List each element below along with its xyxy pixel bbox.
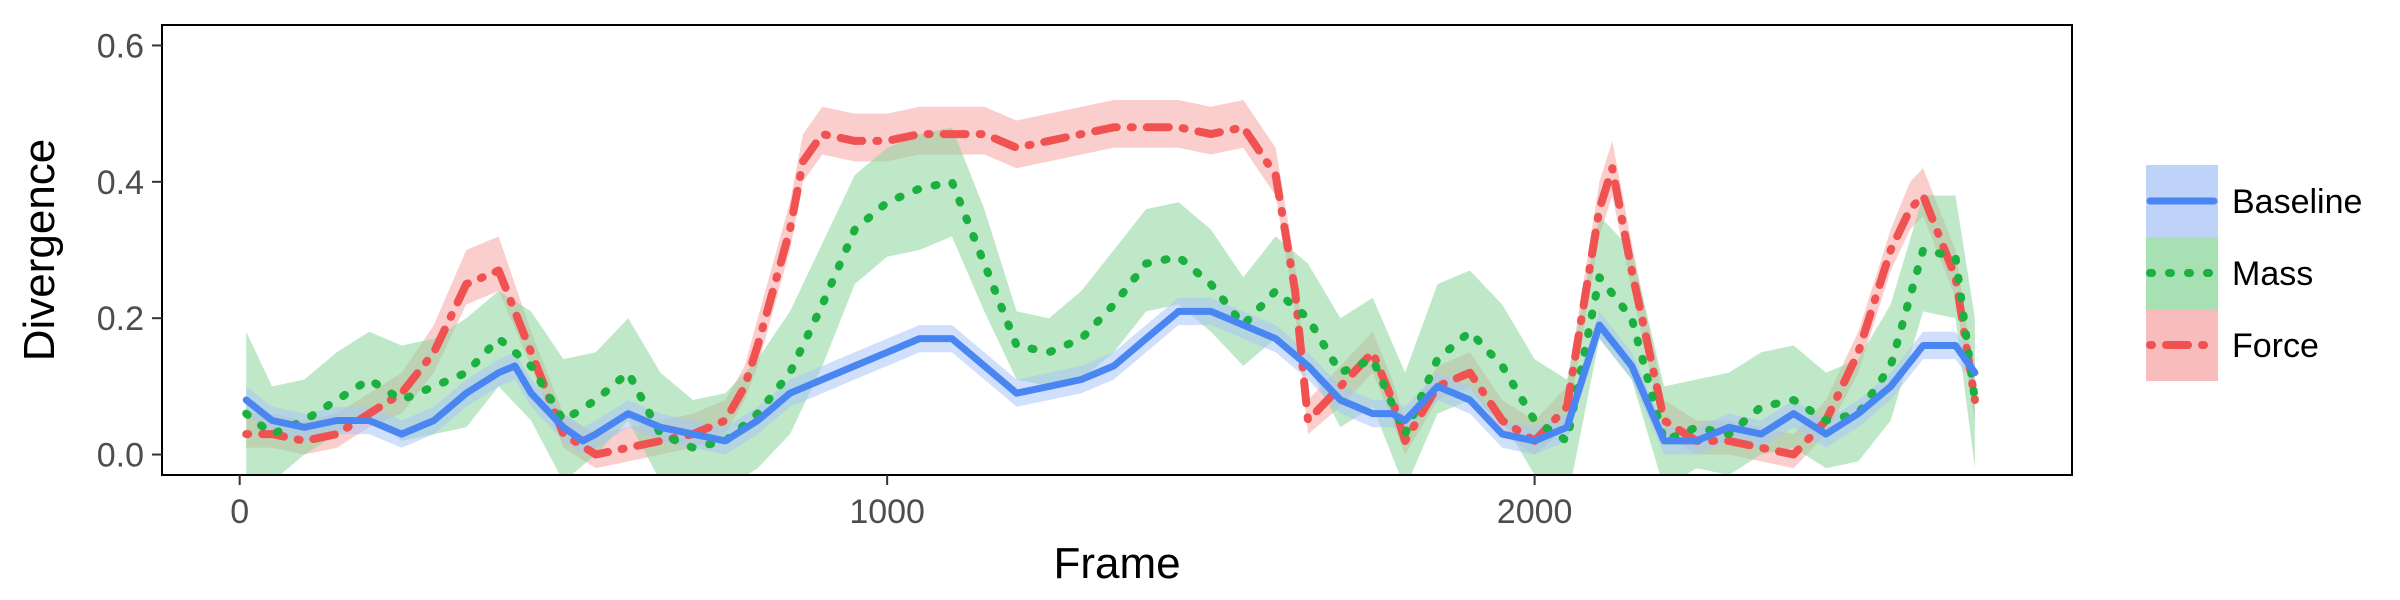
x-tick-label: 2000 [1497, 493, 1573, 531]
y-tick-label: 0.2 [97, 300, 144, 338]
y-tick-label: 0.4 [97, 164, 144, 202]
legend-key-mass [2146, 237, 2218, 309]
x-tick-label: 0 [230, 493, 249, 531]
legend-label-force: Force [2232, 327, 2319, 365]
legend: Baseline Mass Force [2146, 165, 2362, 381]
mass-series-line [242, 177, 1979, 452]
plot-frame [161, 24, 2073, 476]
baseline-confidence-band [246, 297, 1975, 455]
y-axis-title: Divergence [15, 139, 64, 362]
legend-label-baseline: Baseline [2232, 183, 2362, 221]
x-tick-label: 1000 [849, 493, 925, 531]
plot-area [242, 100, 1979, 475]
axes: 0 1000 2000 0.0 0.2 0.4 0.6 [97, 27, 1573, 531]
baseline-series-line [242, 307, 1979, 445]
legend-key-force [2146, 309, 2218, 381]
y-tick-label: 0.6 [97, 27, 144, 65]
mass-confidence-band [246, 127, 1975, 475]
legend-key-baseline [2146, 165, 2218, 237]
legend-label-mass: Mass [2232, 255, 2313, 293]
x-axis-title: Frame [1053, 539, 1180, 588]
y-tick-label: 0.0 [97, 437, 144, 475]
